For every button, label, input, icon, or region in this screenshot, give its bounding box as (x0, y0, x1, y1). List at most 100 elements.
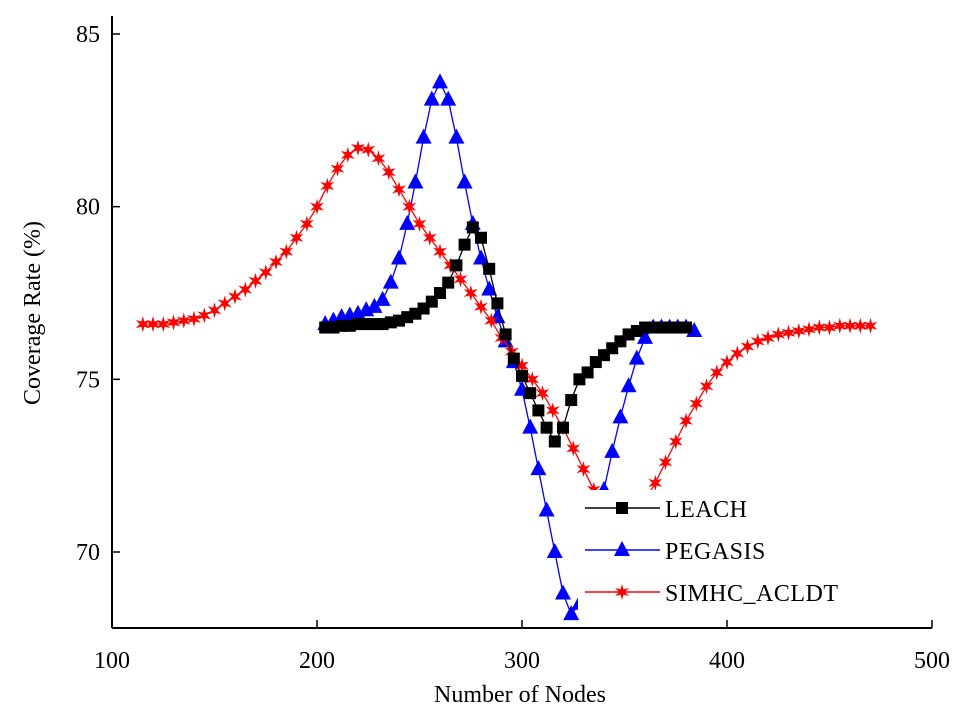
data-point-simhc-acldt (699, 378, 714, 395)
data-point-pegasis (391, 249, 407, 265)
y-tick-label: 70 (76, 540, 100, 566)
x-tick-label: 200 (299, 648, 335, 674)
data-point-pegasis (473, 249, 489, 265)
data-point-pegasis (366, 297, 383, 313)
data-point-leach (466, 221, 479, 234)
data-point-simhc-acldt (238, 281, 253, 298)
x-tick-label: 500 (914, 648, 950, 674)
data-point-simhc-acldt (187, 310, 201, 327)
data-point-simhc-acldt (299, 215, 314, 232)
series-leach (319, 221, 692, 448)
x-tick-label: 100 (94, 648, 130, 674)
data-point-leach (507, 352, 520, 365)
data-point-leach (491, 297, 504, 310)
data-point-simhc-acldt (289, 229, 304, 246)
data-point-leach (565, 394, 578, 407)
data-point-pegasis (620, 377, 637, 393)
data-point-simhc-acldt (392, 181, 406, 198)
data-point-simhc-acldt (812, 319, 827, 336)
data-point-simhc-acldt (371, 150, 386, 167)
data-point-simhc-acldt (166, 314, 181, 331)
data-point-simhc-acldt (330, 160, 345, 177)
data-point-simhc-acldt (791, 323, 806, 339)
data-point-leach (475, 231, 487, 244)
x-axis-title: Number of Nodes (434, 682, 606, 708)
data-point-pegasis (546, 543, 563, 558)
data-point-pegasis (423, 90, 440, 106)
data-point-simhc-acldt (228, 288, 242, 305)
data-point-pegasis (415, 128, 432, 144)
data-point-simhc-acldt (720, 354, 734, 371)
data-point-simhc-acldt (545, 402, 560, 419)
data-point-leach (516, 369, 528, 382)
data-point-leach (483, 262, 496, 275)
legend-marker-leach (616, 502, 628, 514)
data-point-pegasis (382, 273, 399, 289)
y-tick-label: 75 (76, 367, 100, 393)
legend-label: SIMHC_ACLDT (665, 581, 839, 607)
data-point-simhc-acldt (668, 433, 683, 450)
data-point-simhc-acldt (176, 312, 191, 329)
data-point-simhc-acldt (802, 321, 816, 338)
data-point-simhc-acldt (853, 317, 868, 334)
data-point-leach (442, 276, 455, 289)
axes: 100 200 300 400 500 70 75 80 85 (76, 16, 950, 674)
data-point-simhc-acldt (351, 140, 365, 156)
data-point-simhc-acldt (709, 364, 724, 381)
data-point-simhc-acldt (689, 395, 704, 412)
data-point-simhc-acldt (320, 177, 335, 194)
legend-marker-simhc-acldt (615, 584, 629, 600)
data-point-simhc-acldt (586, 481, 601, 498)
data-point-simhc-acldt (269, 253, 283, 270)
data-point-leach (557, 421, 569, 434)
data-point-simhc-acldt (648, 474, 663, 491)
data-point-pegasis (628, 349, 645, 365)
data-point-simhc-acldt (832, 317, 847, 334)
data-point-pegasis (399, 214, 416, 230)
data-point-leach (680, 321, 692, 334)
data-point-simhc-acldt (248, 272, 263, 289)
data-point-simhc-acldt (197, 307, 212, 324)
y-tick-label: 80 (76, 195, 100, 221)
legend-label: PEGASIS (665, 539, 766, 565)
data-point-pegasis (374, 290, 391, 306)
data-point-simhc-acldt (576, 461, 591, 478)
data-point-simhc-acldt (525, 371, 540, 388)
data-point-simhc-acldt (443, 257, 458, 274)
data-point-pegasis (448, 128, 465, 144)
data-point-simhc-acldt (217, 295, 232, 312)
y-tick-label: 85 (76, 22, 100, 48)
data-point-leach (450, 259, 463, 272)
x-tick-label: 300 (504, 648, 540, 674)
data-point-pegasis (481, 280, 498, 296)
data-point-leach (540, 421, 553, 434)
data-point-simhc-acldt (258, 264, 273, 281)
data-point-simhc-acldt (515, 357, 529, 374)
data-point-simhc-acldt (781, 324, 796, 341)
data-point-simhc-acldt (156, 316, 171, 333)
data-point-leach (581, 366, 594, 379)
data-point-pegasis (407, 173, 424, 189)
data-point-leach (524, 387, 537, 400)
data-point-simhc-acldt (740, 338, 755, 355)
data-point-simhc-acldt (863, 317, 878, 334)
data-point-leach (458, 238, 471, 251)
data-point-simhc-acldt (484, 312, 499, 329)
legend-item-simhc-acldt: SIMHC_ACLDT (585, 581, 839, 607)
data-point-leach (499, 328, 512, 341)
data-point-simhc-acldt (535, 385, 550, 402)
data-point-simhc-acldt (750, 333, 765, 350)
data-point-pegasis (538, 501, 555, 517)
data-point-simhc-acldt (843, 317, 857, 334)
data-point-pegasis (563, 605, 580, 621)
data-point-simhc-acldt (310, 198, 324, 215)
data-point-simhc-acldt (135, 316, 150, 333)
legend-marker-pegasis (614, 541, 630, 556)
data-point-pegasis (637, 328, 653, 344)
data-point-pegasis (612, 408, 629, 424)
data-point-simhc-acldt (422, 229, 437, 246)
data-point-simhc-acldt (146, 316, 160, 333)
data-point-simhc-acldt (679, 412, 693, 429)
data-point-pegasis (604, 442, 621, 458)
